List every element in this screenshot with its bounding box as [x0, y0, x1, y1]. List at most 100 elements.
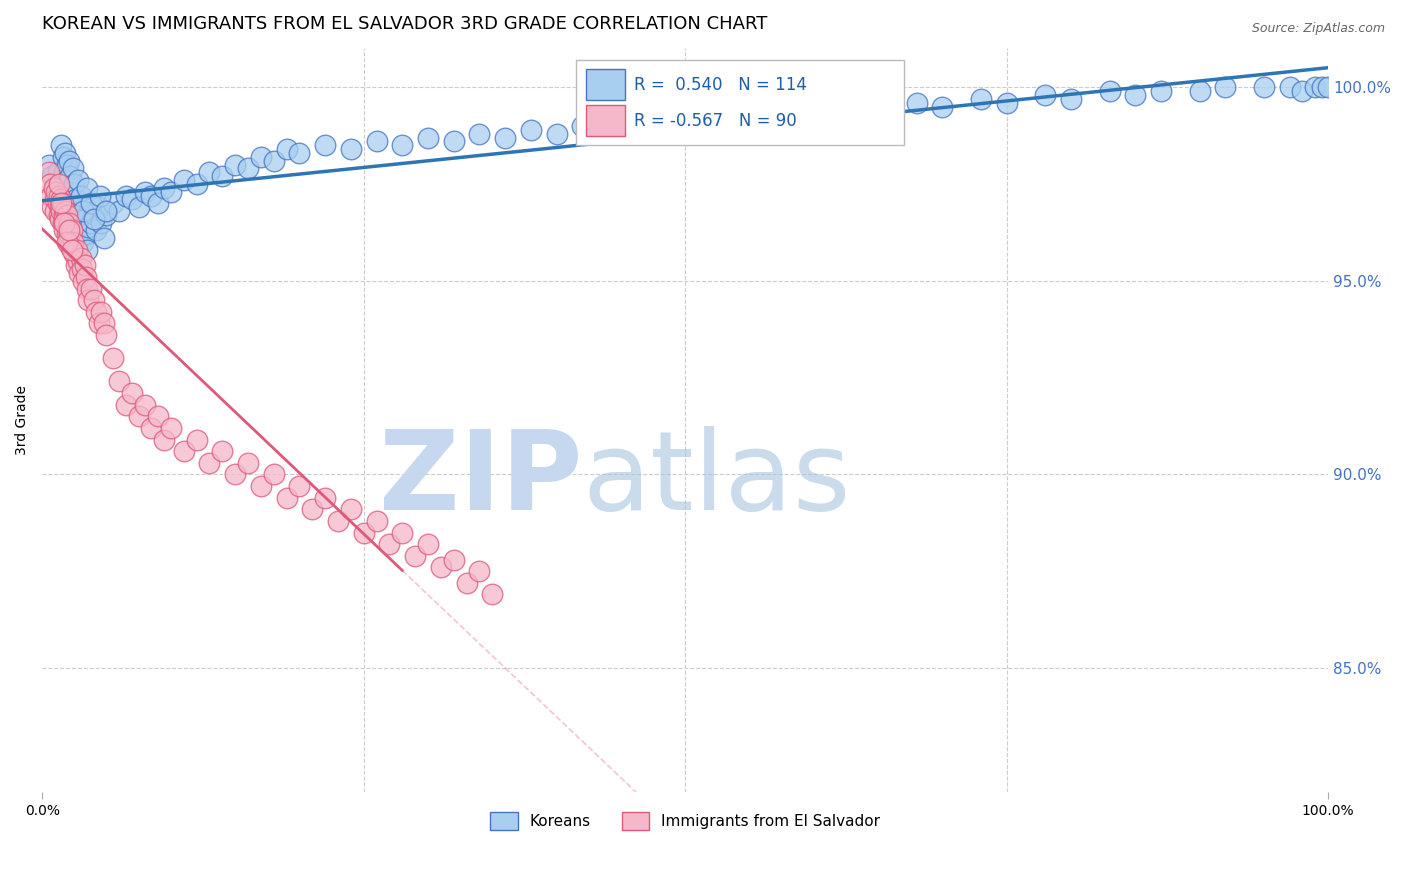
- Point: [53, 208, 76, 222]
- Point: [63, 246, 86, 260]
- Legend: Koreans, Immigrants from El Salvador: Koreans, Immigrants from El Salvador: [484, 805, 886, 837]
- Point: [301, 502, 323, 516]
- Point: [159, 185, 181, 199]
- Point: [249, 150, 271, 164]
- Point: [198, 165, 221, 179]
- Point: [65, 223, 87, 237]
- Point: [87, 317, 110, 331]
- Point: [236, 161, 259, 176]
- Point: [41, 200, 63, 214]
- Point: [1291, 84, 1313, 98]
- Point: [224, 158, 246, 172]
- Point: [1098, 84, 1121, 98]
- Point: [46, 196, 69, 211]
- Point: [90, 216, 112, 230]
- Point: [80, 196, 103, 211]
- Point: [77, 219, 100, 234]
- FancyBboxPatch shape: [586, 105, 624, 136]
- Point: [53, 223, 76, 237]
- Point: [70, 223, 93, 237]
- Point: [67, 173, 90, 187]
- Point: [65, 193, 87, 207]
- Point: [443, 552, 465, 566]
- Point: [546, 127, 568, 141]
- Point: [73, 258, 96, 272]
- Point: [713, 107, 735, 121]
- Point: [55, 158, 77, 172]
- Point: [146, 196, 169, 211]
- Point: [263, 153, 285, 168]
- Point: [314, 138, 336, 153]
- Point: [159, 421, 181, 435]
- Point: [353, 525, 375, 540]
- Y-axis label: 3rd Grade: 3rd Grade: [15, 385, 30, 455]
- Point: [1060, 92, 1083, 106]
- Text: atlas: atlas: [582, 426, 851, 533]
- Point: [841, 99, 863, 113]
- Point: [211, 444, 233, 458]
- Point: [249, 479, 271, 493]
- Point: [51, 138, 73, 153]
- Point: [83, 293, 105, 307]
- Point: [1213, 80, 1236, 95]
- Point: [153, 181, 176, 195]
- Point: [1188, 84, 1211, 98]
- Point: [314, 491, 336, 505]
- Point: [276, 142, 298, 156]
- Point: [404, 549, 426, 563]
- Point: [69, 188, 91, 202]
- Point: [153, 433, 176, 447]
- Point: [48, 177, 70, 191]
- Point: [87, 200, 110, 214]
- Point: [38, 177, 60, 191]
- Point: [114, 188, 136, 202]
- Text: R =  0.540   N = 114: R = 0.540 N = 114: [634, 76, 807, 94]
- Point: [60, 223, 83, 237]
- Point: [1310, 80, 1333, 95]
- Point: [72, 235, 94, 249]
- Point: [610, 115, 633, 129]
- Point: [72, 274, 94, 288]
- Point: [60, 185, 83, 199]
- Point: [1253, 80, 1275, 95]
- Point: [648, 111, 671, 125]
- Point: [69, 208, 91, 222]
- Point: [58, 153, 80, 168]
- Point: [1317, 80, 1340, 95]
- Point: [101, 351, 124, 366]
- Point: [44, 193, 66, 207]
- Point: [93, 231, 115, 245]
- Point: [53, 165, 76, 179]
- Text: Source: ZipAtlas.com: Source: ZipAtlas.com: [1251, 22, 1385, 36]
- Point: [288, 479, 311, 493]
- Point: [63, 211, 86, 226]
- Point: [62, 235, 84, 249]
- Point: [108, 204, 131, 219]
- Point: [75, 227, 97, 242]
- Point: [931, 99, 953, 113]
- Point: [738, 111, 761, 125]
- Point: [263, 467, 285, 482]
- Point: [55, 235, 77, 249]
- Point: [776, 103, 799, 118]
- Point: [67, 216, 90, 230]
- Point: [128, 200, 150, 214]
- Point: [52, 196, 75, 211]
- Point: [84, 305, 107, 319]
- Point: [76, 281, 98, 295]
- Point: [211, 169, 233, 184]
- Point: [378, 537, 401, 551]
- Point: [52, 216, 75, 230]
- Point: [60, 243, 83, 257]
- Point: [51, 193, 73, 207]
- Point: [56, 219, 79, 234]
- Point: [96, 208, 118, 222]
- Point: [39, 188, 62, 202]
- Point: [96, 204, 118, 219]
- Point: [69, 251, 91, 265]
- Point: [1278, 80, 1301, 95]
- Point: [69, 231, 91, 245]
- Point: [141, 421, 163, 435]
- Point: [276, 491, 298, 505]
- Point: [443, 135, 465, 149]
